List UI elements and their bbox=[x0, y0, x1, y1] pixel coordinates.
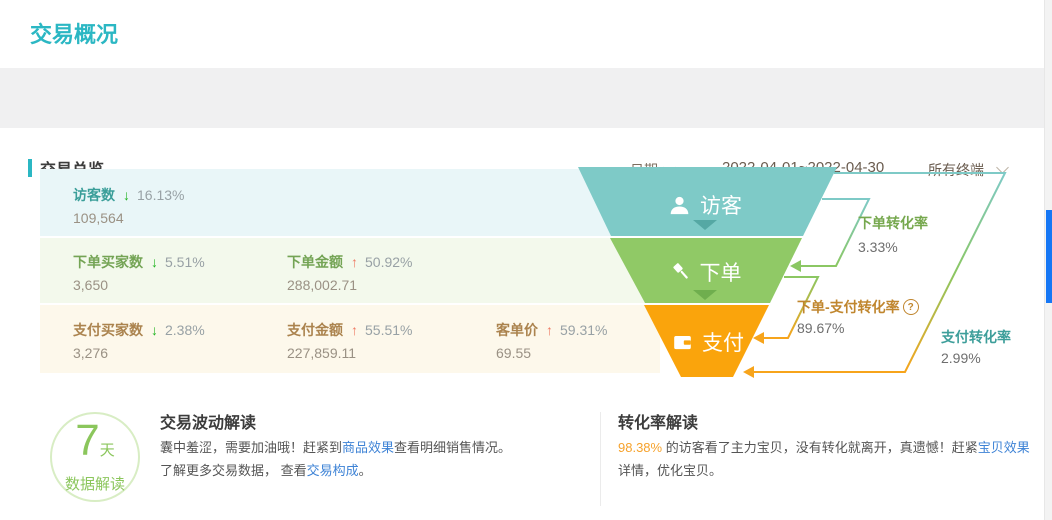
badge-number: 7 bbox=[75, 415, 100, 465]
chevron-down-icon bbox=[996, 161, 1009, 174]
insight-text: 查看明细销售情况。 bbox=[394, 440, 512, 455]
metric-label: 访客数 bbox=[73, 187, 115, 203]
user-icon bbox=[670, 196, 689, 214]
insight-text: 了解更多交易数据， 查看 bbox=[160, 463, 307, 478]
chevron-down-icon bbox=[663, 161, 676, 174]
up-arrow-icon bbox=[546, 322, 553, 338]
insight-text: 囊中羞涩，需要加油哦！赶紧到 bbox=[160, 440, 343, 455]
metric-value: 227,859.11 bbox=[287, 345, 357, 361]
metric-change: 59.31% bbox=[560, 322, 608, 338]
metric-value: 288,002.71 bbox=[287, 277, 358, 293]
left-arrowhead-icon bbox=[743, 366, 754, 378]
up-arrow-icon bbox=[351, 322, 358, 338]
item-effect-link[interactable]: 宝贝效果 bbox=[977, 440, 1030, 455]
order-conversion-value: 3.33% bbox=[858, 239, 898, 255]
stage-label: 支付 bbox=[702, 332, 744, 355]
toolbar-band: 交易总览 日期 2022-04-01~2022-04-30 所有终端 bbox=[0, 68, 1052, 179]
metric-label: 支付金额 bbox=[287, 322, 343, 338]
conversion-insight-text: 98.38% 的访客看了主力宝贝，没有转化就离开，真遗憾！赶紧宝贝效果详情，优化… bbox=[618, 436, 1042, 482]
pay-conversion-value: 2.99% bbox=[941, 350, 981, 366]
metric-order-buyers: 下单买家数 5.51% 3,650 bbox=[73, 252, 205, 293]
pay-row-band bbox=[40, 305, 660, 373]
metric-value: 69.55 bbox=[496, 345, 532, 361]
down-arrow-icon bbox=[123, 187, 130, 203]
metric-change: 2.38% bbox=[165, 322, 205, 338]
funnel-label-pay: 支付 bbox=[638, 327, 778, 357]
help-icon[interactable]: ? bbox=[902, 299, 919, 315]
order-row-band bbox=[40, 238, 660, 303]
fluctuation-insight-title: 交易波动解读 bbox=[160, 415, 257, 432]
metric-change: 55.51% bbox=[365, 322, 413, 338]
page-title: 交易概况 bbox=[30, 22, 119, 47]
stage-label: 下单 bbox=[699, 262, 742, 285]
order-pay-conversion-label: 下单-支付转化率 ? bbox=[797, 297, 919, 317]
metric-label: 下单买家数 bbox=[73, 254, 143, 270]
metric-change: 16.13% bbox=[137, 187, 185, 203]
scrollbar-track[interactable] bbox=[1044, 0, 1052, 520]
metric-value: 109,564 bbox=[73, 210, 124, 226]
badge-caption: 数据解读 bbox=[64, 475, 125, 493]
insight-text: 的访客看了主力宝贝，没有转化就离开，真遗憾！赶紧 bbox=[662, 440, 978, 455]
visitor-row-band bbox=[40, 169, 660, 236]
metric-avg-order-value: 客单价 59.31% 69.55 bbox=[496, 320, 607, 361]
scrollbar-thumb[interactable] bbox=[1046, 210, 1052, 303]
product-effect-link[interactable]: 商品效果 bbox=[342, 440, 395, 455]
funnel-label-order: 下单 bbox=[635, 257, 775, 287]
down-arrow-icon bbox=[151, 254, 158, 270]
order-conversion-label: 下单转化率 bbox=[858, 215, 928, 231]
metric-pay-amount: 支付金额 55.51% 227,859.11 bbox=[287, 320, 412, 361]
pay-conversion-label: 支付转化率 bbox=[941, 329, 1011, 345]
metric-order-amount: 下单金额 50.92% 288,002.71 bbox=[287, 252, 412, 293]
terminal-dropdown[interactable]: 所有终端 bbox=[928, 160, 1009, 180]
metric-visitors: 访客数 16.13% 109,564 bbox=[73, 185, 184, 226]
down-arrow-icon bbox=[151, 322, 158, 338]
metric-pay-buyers: 支付买家数 2.38% 3,276 bbox=[73, 320, 205, 361]
wallet-icon bbox=[674, 335, 691, 349]
topbar: 交易概况 bbox=[0, 0, 1052, 68]
funnel-label-visitor: 访客 bbox=[635, 190, 775, 220]
conversion-insight-title: 转化率解读 bbox=[618, 415, 699, 432]
metric-change: 50.92% bbox=[365, 254, 413, 270]
up-arrow-icon bbox=[351, 254, 358, 270]
funnel-step-triangle-icon bbox=[693, 220, 717, 230]
section-accent-bar bbox=[28, 159, 32, 177]
date-range-picker[interactable]: 2022-04-01~2022-04-30 bbox=[722, 159, 885, 176]
transaction-composition-link[interactable]: 交易构成 bbox=[306, 463, 359, 478]
badge-unit: 天 bbox=[99, 441, 115, 459]
seven-day-badge: 7天 数据解读 bbox=[50, 412, 140, 502]
metric-label: 支付买家数 bbox=[73, 322, 143, 338]
metric-change: 5.51% bbox=[165, 254, 205, 270]
metric-label: 客单价 bbox=[496, 322, 538, 338]
highlight-percentage: 98.38% bbox=[618, 440, 663, 455]
metric-value: 3,650 bbox=[73, 277, 109, 293]
insight-text: 详情，优化宝贝。 bbox=[618, 463, 723, 478]
metric-label: 下单金额 bbox=[287, 254, 343, 270]
fluctuation-insight-text: 囊中羞涩，需要加油哦！赶紧到商品效果查看明细销售情况。 了解更多交易数据， 查看… bbox=[160, 436, 590, 482]
left-arrowhead-icon bbox=[790, 260, 801, 272]
conversion-label-text: 下单-支付转化率 bbox=[797, 299, 900, 315]
gavel-icon bbox=[672, 263, 688, 279]
insight-text: 。 bbox=[358, 463, 372, 478]
terminal-label: 所有终端 bbox=[928, 162, 984, 178]
insight-divider bbox=[600, 412, 601, 506]
order-pay-conversion-value: 89.67% bbox=[797, 320, 845, 336]
stage-label: 访客 bbox=[700, 195, 742, 218]
metric-value: 3,276 bbox=[73, 345, 109, 361]
funnel-step-triangle-icon bbox=[693, 290, 717, 300]
